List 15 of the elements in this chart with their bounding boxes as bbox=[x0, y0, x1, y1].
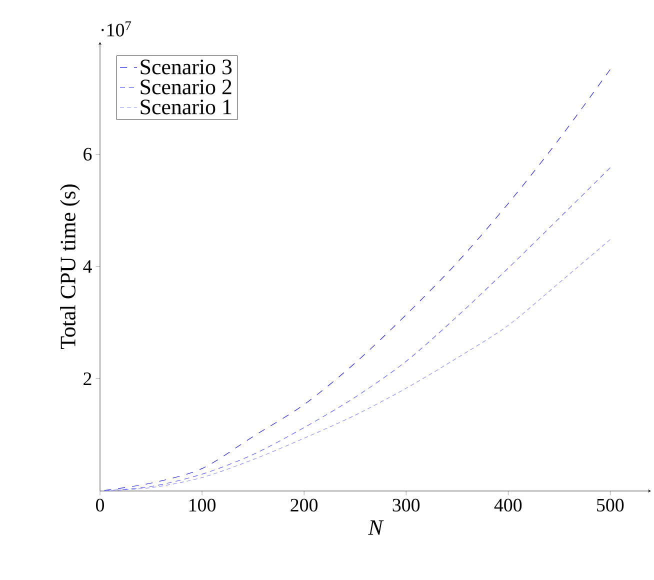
legend-label: Scenario 3 bbox=[140, 60, 232, 74]
x-tick-label: 0 bbox=[96, 498, 104, 512]
x-axis-title: N bbox=[368, 520, 384, 535]
y-tick-label: 6 bbox=[84, 148, 92, 161]
x-tick-label: 100 bbox=[189, 498, 216, 512]
x-tick-label: 500 bbox=[597, 498, 624, 512]
x-tick-label: 300 bbox=[392, 498, 420, 512]
y-tick-label: 2 bbox=[84, 372, 92, 386]
y-axis-title: Total CPU time (s) bbox=[60, 184, 80, 350]
x-tick-label: 200 bbox=[290, 498, 318, 512]
x-tick-label: 400 bbox=[494, 498, 522, 512]
legend-label: Scenario 1 bbox=[140, 100, 232, 114]
legend-label: Scenario 2 bbox=[140, 80, 232, 94]
text: ·10$^{7}$ bbox=[102, 21, 132, 36]
y-tick-label: 4 bbox=[83, 260, 92, 273]
